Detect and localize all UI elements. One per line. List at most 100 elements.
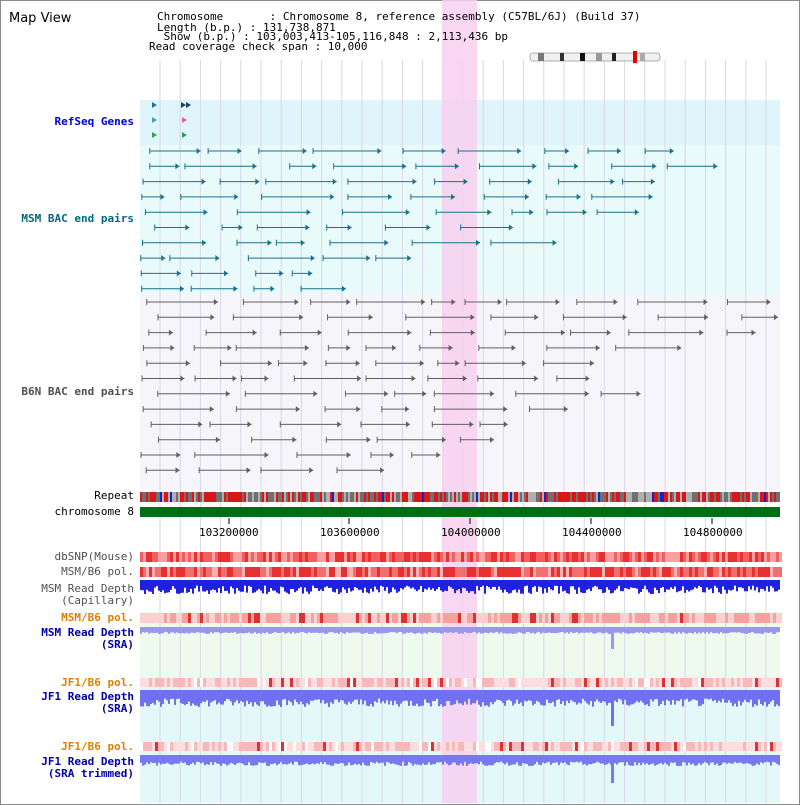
depth-bar bbox=[536, 627, 538, 633]
depth-bar bbox=[154, 627, 156, 634]
depth-bar bbox=[670, 580, 672, 588]
heat-cell bbox=[152, 678, 155, 687]
heat-cell bbox=[629, 742, 632, 751]
heat-cell bbox=[671, 567, 674, 577]
heat-cell bbox=[323, 567, 326, 577]
bac-end-arrow bbox=[303, 360, 308, 367]
repeat-segment bbox=[442, 492, 444, 502]
heat-cell bbox=[221, 742, 224, 751]
repeat-segment bbox=[420, 492, 422, 502]
heat-cell bbox=[200, 567, 203, 577]
depth-bar bbox=[586, 580, 588, 590]
heat-cell bbox=[653, 742, 656, 751]
heat-cell bbox=[440, 742, 443, 751]
heat-cell bbox=[293, 552, 296, 562]
heat-cell bbox=[467, 678, 470, 687]
heat-cell bbox=[587, 742, 590, 751]
heat-cell bbox=[659, 678, 662, 687]
bac-end-arrow bbox=[175, 163, 180, 170]
depth-bar bbox=[440, 580, 442, 591]
depth-bar bbox=[196, 580, 198, 586]
heat-cell bbox=[218, 613, 221, 623]
heat-cell bbox=[464, 567, 467, 577]
heat-cell bbox=[629, 678, 632, 687]
depth-bar bbox=[480, 627, 482, 634]
heat-cell bbox=[332, 678, 335, 687]
depth-bar bbox=[474, 580, 476, 594]
depth-bar bbox=[390, 755, 392, 764]
heat-cell bbox=[404, 613, 407, 623]
heat-cell bbox=[551, 613, 554, 623]
depth-bar bbox=[246, 690, 248, 701]
depth-bar bbox=[384, 690, 386, 704]
repeat-segment bbox=[598, 492, 600, 502]
heat-cell bbox=[476, 678, 479, 687]
heat-cell bbox=[662, 742, 665, 751]
heat-cell bbox=[284, 678, 287, 687]
depth-bar bbox=[646, 690, 648, 705]
heat-cell bbox=[371, 552, 374, 562]
heat-cell bbox=[509, 613, 512, 623]
heat-cell bbox=[521, 567, 524, 577]
repeat-segment bbox=[756, 492, 758, 502]
repeat-segment bbox=[622, 492, 624, 502]
depth-bar bbox=[310, 755, 312, 765]
heat-cell bbox=[776, 613, 779, 623]
depth-bar bbox=[612, 580, 614, 593]
depth-bar bbox=[292, 690, 294, 706]
depth-bar bbox=[542, 580, 544, 594]
repeat-segment bbox=[674, 492, 676, 502]
depth-bar bbox=[590, 580, 592, 592]
heat-cell bbox=[428, 567, 431, 577]
depth-bar bbox=[170, 755, 172, 765]
depth-bar bbox=[494, 580, 496, 587]
repeat-segment bbox=[642, 492, 644, 502]
depth-bar bbox=[472, 755, 474, 764]
heat-cell bbox=[494, 567, 497, 577]
repeat-segment bbox=[252, 492, 254, 502]
heat-cell bbox=[170, 567, 173, 577]
heat-cell bbox=[161, 613, 164, 623]
heat-cell bbox=[320, 552, 323, 562]
depth-bar bbox=[466, 690, 468, 705]
depth-bar bbox=[152, 580, 154, 594]
repeat-segment bbox=[402, 492, 404, 502]
depth-bar bbox=[674, 580, 676, 587]
repeat-segment bbox=[344, 492, 346, 502]
repeat-segment bbox=[238, 492, 240, 502]
depth-bar bbox=[302, 690, 304, 705]
depth-bar bbox=[504, 690, 506, 706]
heat-cell bbox=[350, 567, 353, 577]
depth-bar bbox=[342, 627, 344, 634]
depth-bar bbox=[508, 580, 510, 594]
repeat-segment bbox=[298, 492, 300, 502]
depth-bar bbox=[776, 755, 778, 764]
depth-bar bbox=[302, 755, 304, 765]
heat-cell bbox=[548, 678, 551, 687]
repeat-segment bbox=[578, 492, 580, 502]
depth-bar bbox=[682, 755, 684, 763]
depth-bar bbox=[426, 627, 428, 634]
depth-bar bbox=[208, 690, 210, 707]
heat-cell bbox=[698, 552, 701, 562]
heat-cell bbox=[440, 678, 443, 687]
heat-cell bbox=[650, 552, 653, 562]
bac-end-arrow bbox=[198, 421, 203, 428]
heat-cell bbox=[290, 567, 293, 577]
heat-cell bbox=[485, 678, 488, 687]
heat-cell bbox=[347, 567, 350, 577]
depth-bar bbox=[592, 580, 594, 588]
depth-bar bbox=[432, 755, 434, 765]
depth-bar bbox=[456, 627, 458, 633]
depth-bar bbox=[204, 627, 206, 634]
depth-bar bbox=[292, 627, 294, 632]
depth-bar bbox=[656, 627, 658, 633]
depth-bar bbox=[382, 627, 384, 634]
depth-bar bbox=[408, 580, 410, 587]
depth-bar bbox=[492, 580, 494, 587]
depth-bar bbox=[538, 755, 540, 765]
depth-bar bbox=[188, 627, 190, 634]
depth-bar bbox=[296, 755, 298, 762]
bac-end-arrow bbox=[185, 360, 190, 367]
